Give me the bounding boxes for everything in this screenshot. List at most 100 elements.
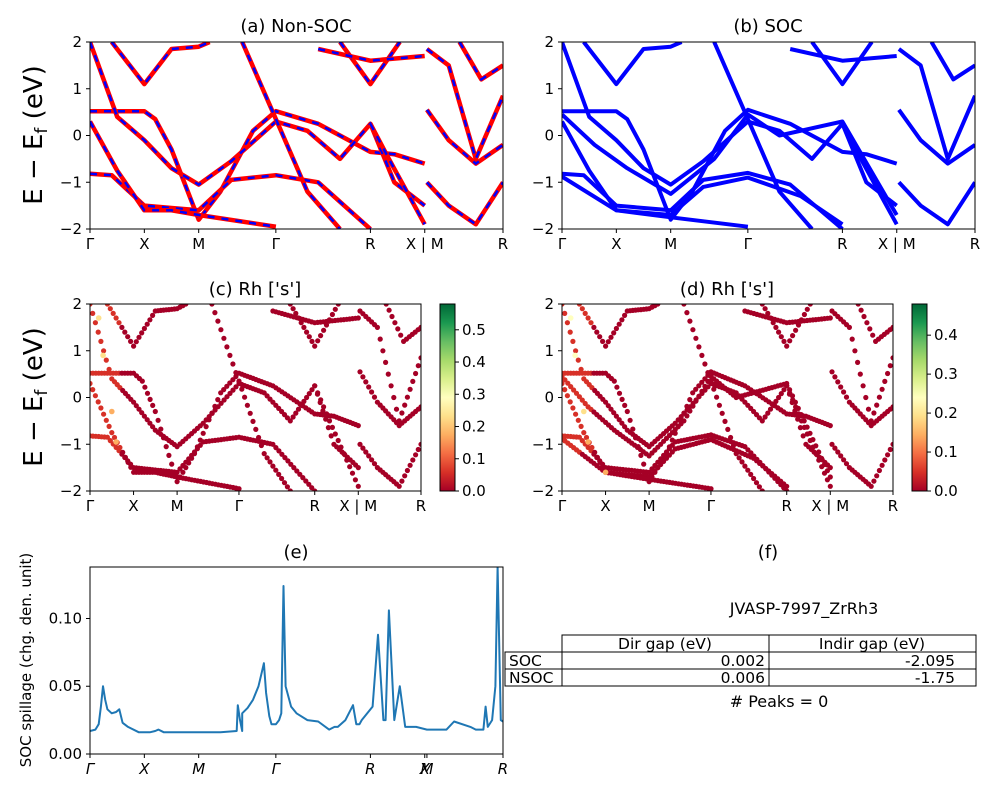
table-row-label: NSOC bbox=[509, 669, 553, 687]
panel-a-title: (a) Non-SOC bbox=[240, 16, 351, 37]
band-point bbox=[306, 481, 312, 487]
band-point bbox=[716, 402, 723, 408]
highlight-point bbox=[100, 352, 106, 359]
band-point bbox=[309, 387, 315, 393]
band-point bbox=[276, 448, 282, 454]
band-point bbox=[224, 383, 230, 389]
band-point bbox=[227, 380, 233, 386]
band-point bbox=[622, 312, 628, 318]
xtick-label: X bbox=[419, 760, 431, 778]
band-point bbox=[681, 418, 687, 424]
band-point bbox=[139, 378, 145, 384]
band-point bbox=[787, 338, 793, 344]
band-point bbox=[273, 467, 279, 473]
band-point bbox=[708, 378, 714, 384]
band-point bbox=[871, 478, 877, 484]
band-point bbox=[784, 343, 790, 349]
band-point bbox=[388, 383, 394, 389]
highlight-point bbox=[109, 408, 115, 415]
band-line bbox=[425, 180, 503, 227]
band-point bbox=[684, 407, 690, 413]
band-point bbox=[407, 386, 413, 392]
band-point bbox=[576, 434, 583, 440]
band-point bbox=[781, 338, 787, 344]
band-point bbox=[218, 327, 224, 333]
band-point bbox=[288, 461, 294, 467]
table-cell: -2.095 bbox=[905, 652, 955, 670]
band-point bbox=[864, 320, 870, 326]
band-point bbox=[355, 315, 361, 321]
plot-area-e bbox=[90, 567, 503, 734]
band-point bbox=[684, 310, 690, 316]
band-point bbox=[131, 399, 137, 405]
band-point bbox=[186, 456, 192, 462]
band-point bbox=[287, 304, 293, 307]
band-line-dashed bbox=[90, 120, 277, 228]
band-point bbox=[293, 410, 299, 416]
band-point bbox=[150, 402, 156, 408]
band-point bbox=[852, 348, 858, 354]
band-point bbox=[360, 445, 366, 451]
band-point bbox=[616, 321, 622, 327]
band-point bbox=[622, 402, 628, 408]
band-point bbox=[841, 457, 847, 463]
band-point bbox=[418, 441, 421, 447]
band-point bbox=[392, 320, 398, 326]
band-line bbox=[90, 108, 426, 222]
band-point bbox=[206, 414, 212, 420]
xtick-label: X | M bbox=[878, 235, 916, 253]
band-point bbox=[882, 378, 888, 384]
band-point bbox=[613, 413, 620, 419]
ytick-label: −1 bbox=[60, 435, 82, 453]
xtick-label: M bbox=[192, 760, 205, 778]
band-point bbox=[564, 320, 571, 326]
peaks-count: # Peaks = 0 bbox=[730, 692, 829, 711]
band-point bbox=[309, 485, 315, 491]
band-point bbox=[393, 406, 400, 412]
band-line-dashed bbox=[110, 42, 211, 87]
band-point bbox=[564, 393, 571, 399]
band-point bbox=[267, 459, 273, 465]
band-point bbox=[608, 406, 614, 412]
band-point bbox=[107, 306, 113, 312]
band-point bbox=[125, 459, 131, 465]
band-point bbox=[579, 397, 585, 403]
table-cell: 0.002 bbox=[721, 652, 765, 670]
band-point bbox=[835, 449, 841, 455]
xtick-label: R bbox=[365, 760, 375, 778]
band-point bbox=[304, 394, 310, 401]
band-point bbox=[242, 394, 248, 400]
band-point bbox=[576, 394, 583, 400]
band-point bbox=[383, 304, 389, 307]
band-point bbox=[128, 464, 134, 470]
band-point bbox=[573, 411, 579, 417]
panel-e-title: (e) bbox=[283, 542, 308, 563]
band-point bbox=[133, 403, 139, 409]
xtick-label: Γ bbox=[558, 235, 567, 253]
band-point bbox=[177, 466, 183, 472]
band-point bbox=[597, 334, 603, 340]
ytick-label: −1 bbox=[532, 173, 554, 191]
band-point bbox=[589, 444, 595, 451]
band-line bbox=[562, 170, 844, 229]
band-point bbox=[90, 387, 96, 393]
ytick-label: 0.05 bbox=[49, 677, 82, 695]
band-point bbox=[290, 414, 296, 420]
band-point bbox=[224, 394, 230, 400]
band-point bbox=[120, 449, 126, 455]
band-point bbox=[402, 473, 408, 479]
band-point bbox=[92, 393, 98, 399]
band-point bbox=[386, 307, 392, 313]
band-point bbox=[627, 417, 633, 423]
band-line bbox=[810, 42, 874, 87]
band-point bbox=[276, 471, 282, 477]
plot-area-c bbox=[90, 304, 421, 491]
band-point bbox=[705, 370, 711, 376]
band-point bbox=[90, 310, 96, 316]
ytick-label: −2 bbox=[60, 482, 82, 500]
xtick-label: Γ bbox=[272, 760, 282, 778]
band-point bbox=[303, 478, 309, 484]
highlight-point bbox=[581, 408, 587, 415]
band-point bbox=[329, 311, 335, 318]
ytick-label: 1 bbox=[72, 342, 82, 360]
